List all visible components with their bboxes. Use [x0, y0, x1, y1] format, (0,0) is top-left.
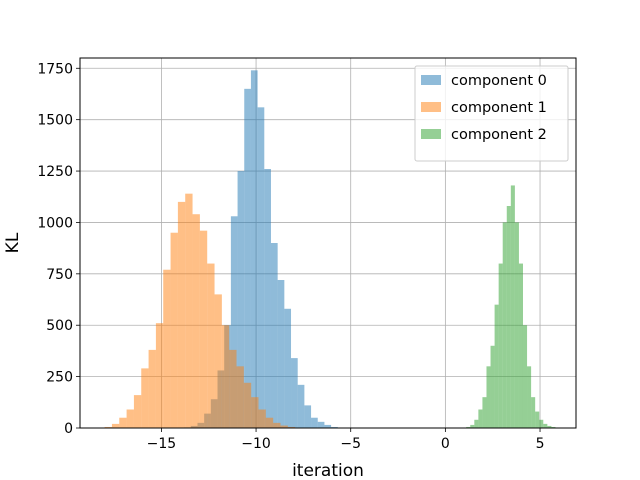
bar-s2-19 [543, 423, 548, 428]
y-tick-label-0: 0 [64, 421, 73, 437]
x-tick-label-1: −10 [241, 436, 271, 452]
bar-s1-0 [104, 426, 112, 428]
bar-s2-17 [535, 411, 540, 428]
bar-s2-1 [470, 424, 475, 428]
bar-s1-11 [185, 193, 193, 428]
histogram-bars [104, 70, 556, 429]
bar-s1-16 [221, 325, 230, 428]
bar-s1-3 [126, 409, 134, 428]
y-tick-label-7: 1750 [37, 61, 73, 77]
x-axis-label: iteration [292, 461, 364, 480]
y-tick-label-5: 1250 [37, 164, 73, 180]
bar-s1-4 [133, 395, 142, 428]
bar-s2-6 [490, 345, 495, 428]
bar-s1-1 [111, 423, 120, 428]
bar-s0-19 [311, 417, 318, 428]
bar-s1-19 [243, 382, 252, 428]
bar-s1-18 [236, 366, 244, 428]
bar-s0-10 [250, 70, 258, 428]
bar-s2-21 [551, 426, 556, 428]
bar-s2-3 [478, 409, 483, 428]
bar-s0-9 [244, 88, 251, 428]
bar-s1-21 [258, 409, 266, 428]
bar-s2-20 [547, 425, 552, 428]
y-axis-label: KL [3, 232, 23, 253]
bar-s1-2 [119, 417, 127, 428]
y-tick-label-1: 250 [46, 370, 73, 386]
bar-s0-22 [331, 426, 338, 428]
bar-s0-15 [284, 308, 292, 428]
bar-s2-0 [466, 426, 471, 428]
series-2 [466, 185, 556, 428]
y-tick-label-2: 500 [46, 318, 73, 334]
bar-s1-25 [287, 426, 296, 428]
bar-s1-20 [251, 397, 259, 428]
bar-s0-11 [257, 107, 265, 428]
legend-label-1: component 1 [451, 100, 547, 116]
legend-swatch-1 [421, 102, 441, 112]
bar-s1-23 [273, 422, 281, 428]
bar-s1-22 [265, 417, 274, 428]
bar-s0-20 [317, 421, 325, 428]
bar-s1-12 [192, 214, 200, 428]
bar-s2-5 [486, 366, 491, 428]
bar-s1-13 [199, 230, 208, 428]
bar-s0-21 [324, 424, 332, 428]
legend-label-2: component 2 [451, 127, 547, 143]
legend-box [414, 65, 569, 162]
bar-s2-8 [498, 263, 503, 428]
bar-s2-15 [527, 366, 532, 428]
bar-s1-7 [155, 323, 164, 428]
plot-frame [79, 57, 577, 429]
series-1 [104, 193, 296, 428]
bar-s0-14 [277, 280, 285, 428]
bar-s2-13 [518, 263, 523, 428]
bar-s1-10 [177, 201, 186, 428]
y-tick-label-4: 1000 [37, 215, 73, 231]
axis-ticks: −15 −10 −5 0 5 0 250 500 750 1000 1250 1500 1750 [37, 61, 544, 452]
bar-s1-15 [214, 294, 222, 428]
bar-s2-16 [531, 397, 536, 428]
bar-s0-16 [291, 358, 298, 428]
bar-s2-14 [522, 325, 528, 428]
bar-s2-9 [502, 222, 507, 428]
x-tick-label-2: −5 [340, 436, 361, 452]
bar-s1-8 [163, 269, 171, 428]
bar-s0-8 [237, 171, 245, 429]
x-tick-label-4: 5 [536, 436, 545, 452]
bar-s0-17 [297, 384, 305, 428]
bar-s1-14 [207, 263, 215, 428]
bar-s2-11 [510, 185, 515, 428]
bar-s1-9 [170, 232, 178, 428]
bar-s1-17 [229, 349, 237, 428]
legend: component 0 component 1 component 2 [414, 65, 569, 162]
bar-s2-7 [494, 304, 499, 428]
bar-s0-7 [230, 216, 238, 428]
x-tick-label-3: 0 [441, 436, 450, 452]
x-tick-label-0: −15 [147, 436, 177, 452]
legend-label-0: component 0 [451, 73, 547, 89]
y-tick-label-3: 750 [46, 267, 73, 283]
bar-s1-6 [148, 349, 156, 428]
bar-s0-12 [264, 169, 271, 428]
bar-s2-10 [506, 206, 511, 428]
bar-s2-12 [514, 222, 519, 428]
bar-s1-24 [280, 425, 288, 428]
bar-s1-5 [141, 368, 149, 428]
bar-s0-18 [304, 405, 312, 428]
y-tick-label-6: 1500 [37, 113, 73, 129]
bar-s2-2 [474, 419, 479, 428]
legend-swatch-0 [421, 75, 441, 85]
legend-swatch-2 [421, 129, 441, 139]
bar-s0-13 [270, 243, 278, 428]
bar-s2-4 [482, 397, 487, 428]
bar-s2-18 [539, 419, 544, 428]
